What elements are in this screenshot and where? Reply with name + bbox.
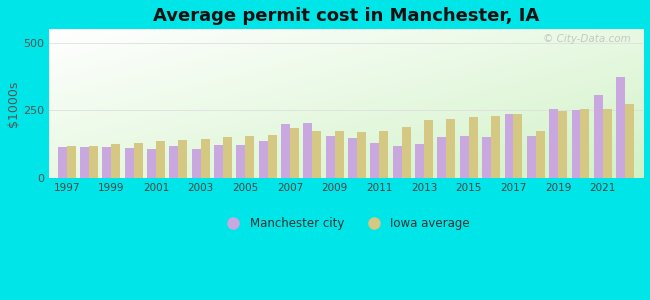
Title: Average permit cost in Manchester, IA: Average permit cost in Manchester, IA — [153, 7, 539, 25]
Bar — [281, 124, 290, 178]
Bar — [594, 95, 603, 178]
Bar — [504, 114, 514, 178]
Bar — [625, 104, 634, 178]
Bar — [259, 141, 268, 178]
Bar — [437, 137, 447, 178]
Text: © City-Data.com: © City-Data.com — [543, 34, 631, 44]
Bar — [237, 145, 245, 178]
Bar — [66, 146, 75, 178]
Bar — [549, 109, 558, 178]
Bar — [514, 114, 523, 178]
Bar — [580, 109, 590, 178]
Bar — [111, 144, 120, 178]
Bar — [447, 119, 456, 178]
Bar — [58, 147, 66, 178]
Bar — [558, 111, 567, 178]
Bar — [326, 136, 335, 178]
Bar — [402, 127, 411, 178]
Bar — [134, 143, 142, 178]
Bar — [469, 117, 478, 178]
Bar — [335, 131, 344, 178]
Bar — [102, 147, 111, 178]
Bar — [89, 146, 98, 178]
Bar — [245, 136, 254, 178]
Bar — [125, 148, 134, 178]
Bar — [460, 136, 469, 178]
Bar — [527, 136, 536, 178]
Bar — [223, 137, 232, 178]
Y-axis label: $1000s: $1000s — [7, 80, 20, 127]
Bar — [393, 146, 402, 178]
Bar — [214, 145, 223, 178]
Bar — [482, 137, 491, 178]
Bar — [178, 140, 187, 178]
Bar — [304, 122, 313, 178]
Bar — [370, 143, 380, 178]
Bar — [80, 147, 89, 178]
Bar — [201, 139, 209, 178]
Bar — [348, 138, 357, 178]
Bar — [424, 120, 433, 178]
Bar — [616, 76, 625, 178]
Bar — [268, 135, 277, 178]
Bar — [603, 109, 612, 178]
Bar — [170, 146, 178, 178]
Bar — [147, 149, 156, 178]
Bar — [536, 130, 545, 178]
Bar — [357, 132, 366, 178]
Bar — [192, 149, 201, 178]
Bar — [156, 141, 165, 178]
Bar — [571, 110, 580, 178]
Bar — [415, 144, 424, 178]
Bar — [380, 130, 388, 178]
Bar — [491, 116, 500, 178]
Legend: Manchester city, Iowa average: Manchester city, Iowa average — [217, 212, 474, 235]
Bar — [313, 130, 321, 178]
Bar — [290, 128, 299, 178]
